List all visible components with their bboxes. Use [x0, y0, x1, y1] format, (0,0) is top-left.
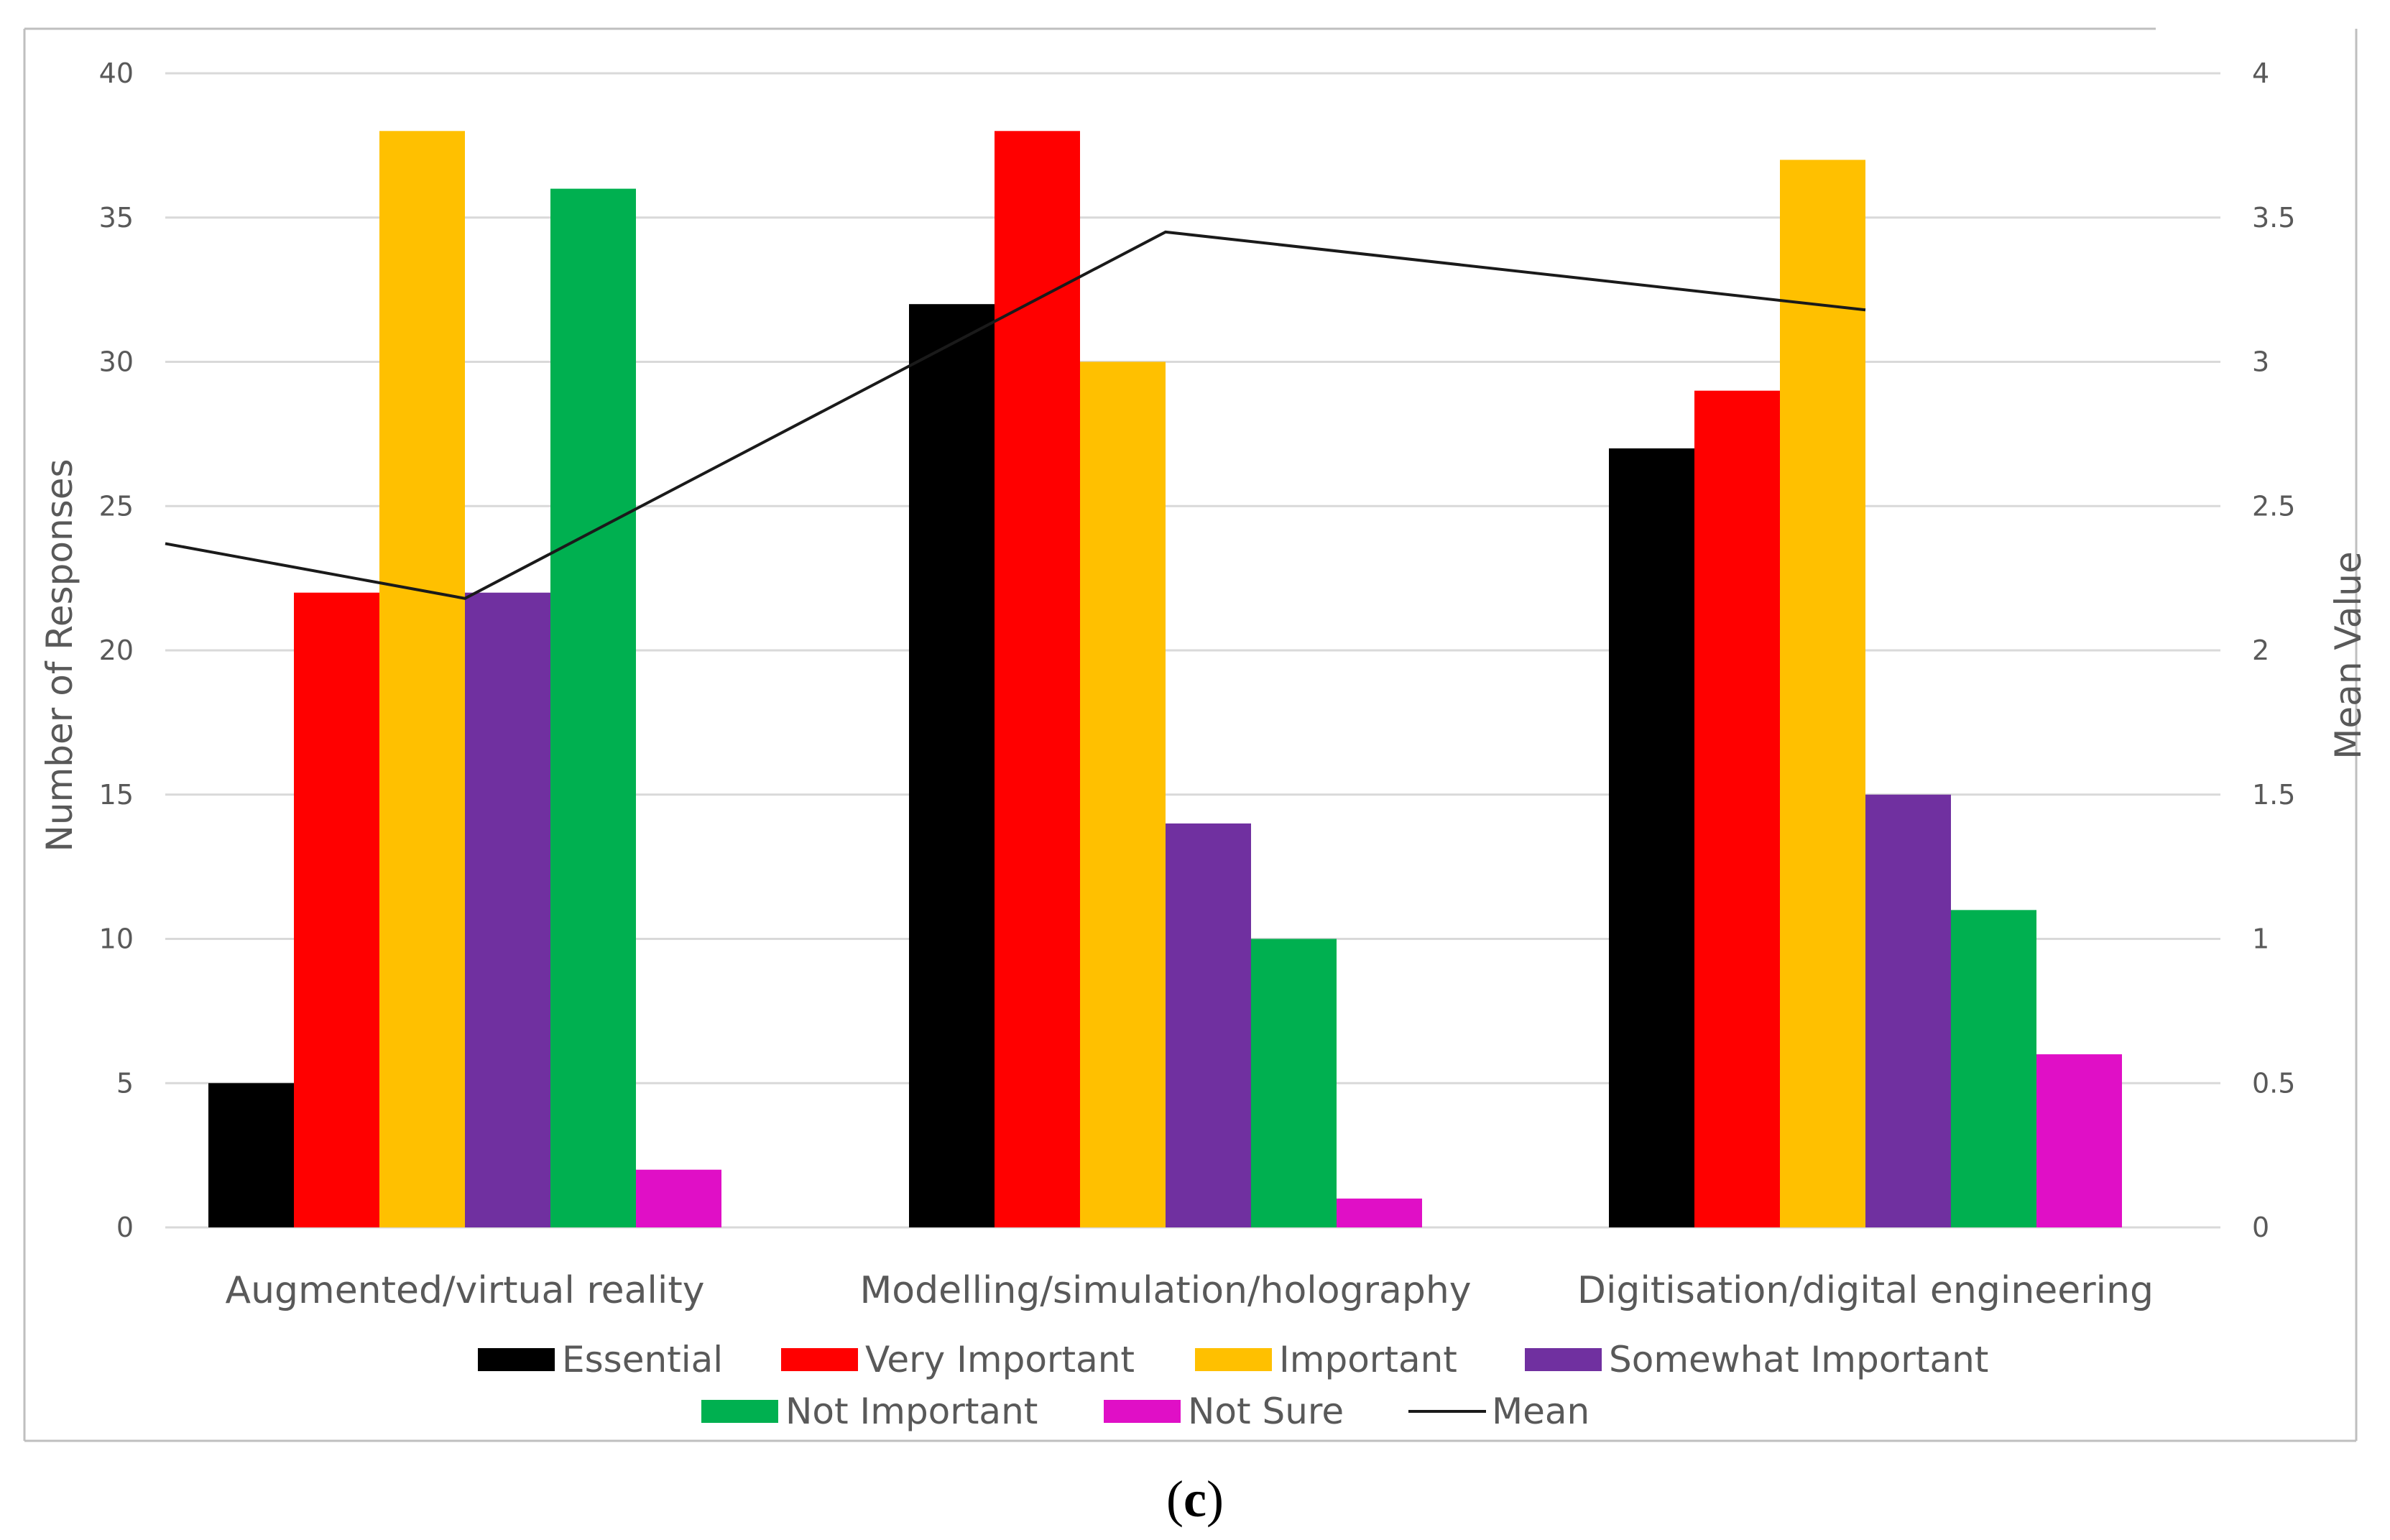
y2-tick-label: 1.5 — [2252, 779, 2295, 811]
bar-important — [1780, 160, 1865, 1228]
caption-close-paren: ) — [1206, 1470, 1224, 1528]
bar-somewhat-important — [1865, 794, 1951, 1227]
bar-very-important — [1694, 390, 1780, 1227]
legend-label: Important — [1279, 1339, 1457, 1380]
legend-label: Somewhat Important — [1609, 1339, 1988, 1380]
y2-tick-label: 2 — [2252, 635, 2269, 666]
legend-label: Not Sure — [1188, 1391, 1344, 1432]
legend-swatch-very-important — [781, 1348, 858, 1371]
figure-caption: (c) — [1166, 1470, 1224, 1528]
bar-not-important — [1951, 910, 2036, 1227]
y-tick-label: 10 — [99, 923, 134, 955]
mean-line-group — [165, 230, 1866, 600]
legend-swatch-not-important — [701, 1400, 778, 1423]
y2-tick-label: 3 — [2252, 346, 2269, 378]
bar-essential — [909, 304, 995, 1228]
legend-swatch-essential — [478, 1348, 555, 1371]
caption-open-paren: ( — [1166, 1470, 1184, 1528]
y-tick-label: 30 — [99, 346, 134, 378]
y2-axis-title: Mean Value — [2327, 551, 2369, 759]
bar-somewhat-important — [1166, 823, 1251, 1227]
bar-important — [379, 131, 465, 1227]
y2-tick-label: 2.5 — [2252, 490, 2295, 522]
bar-very-important — [294, 592, 379, 1227]
category-label: Modelling/simulation/holography — [859, 1269, 1471, 1312]
legend-swatch-somewhat-important — [1525, 1348, 1602, 1371]
y2-tick-label: 1 — [2252, 923, 2269, 955]
legend-label: Not Important — [785, 1391, 1038, 1432]
legend-label: Mean — [1492, 1391, 1590, 1432]
legend-label: Essential — [562, 1339, 723, 1380]
y-tick-label: 0 — [116, 1212, 134, 1243]
bar-somewhat-important — [465, 592, 550, 1227]
y-tick-label: 40 — [99, 57, 134, 89]
category-label: Digitisation/digital engineering — [1577, 1269, 2154, 1312]
y-tick-label: 15 — [99, 779, 134, 811]
y2-tick-label: 3.5 — [2252, 202, 2295, 234]
bar-not-sure — [2036, 1054, 2122, 1227]
bar-not-sure — [1337, 1198, 1422, 1227]
bar-essential — [208, 1083, 294, 1227]
y-axis-title: Number of Responses — [39, 458, 80, 852]
category-labels: Augmented/virtual reality Modelling/simul… — [226, 1269, 2154, 1312]
legend-swatch-important — [1195, 1348, 1272, 1371]
y2-tick-label: 4 — [2252, 57, 2269, 89]
bar-not-important — [550, 188, 636, 1228]
bar-essential — [1609, 448, 1694, 1228]
tick-labels: 0 5 10 15 20 25 30 35 40 0 0.5 1 1.5 2 2.5 3 3.5 4 — [99, 57, 2296, 1243]
y-tick-label: 5 — [116, 1067, 134, 1099]
legend-label: Very Important — [865, 1339, 1135, 1380]
mean-line — [165, 230, 1866, 600]
legend-swatch-not-sure — [1104, 1400, 1181, 1423]
bar-not-sure — [636, 1169, 721, 1227]
bar-not-important — [1251, 939, 1337, 1227]
y2-tick-label: 0.5 — [2252, 1067, 2295, 1099]
y-tick-label: 25 — [99, 490, 134, 522]
caption-letter: c — [1184, 1470, 1206, 1528]
y-tick-label: 20 — [99, 635, 134, 666]
bar-important — [1080, 361, 1166, 1227]
y-tick-label: 35 — [99, 202, 134, 234]
bars — [208, 131, 2122, 1228]
category-label: Augmented/virtual reality — [226, 1269, 705, 1312]
y2-tick-label: 0 — [2252, 1212, 2269, 1243]
bar-very-important — [995, 131, 1080, 1227]
legend: Essential Very Important Important Somewhat… — [478, 1339, 1988, 1432]
